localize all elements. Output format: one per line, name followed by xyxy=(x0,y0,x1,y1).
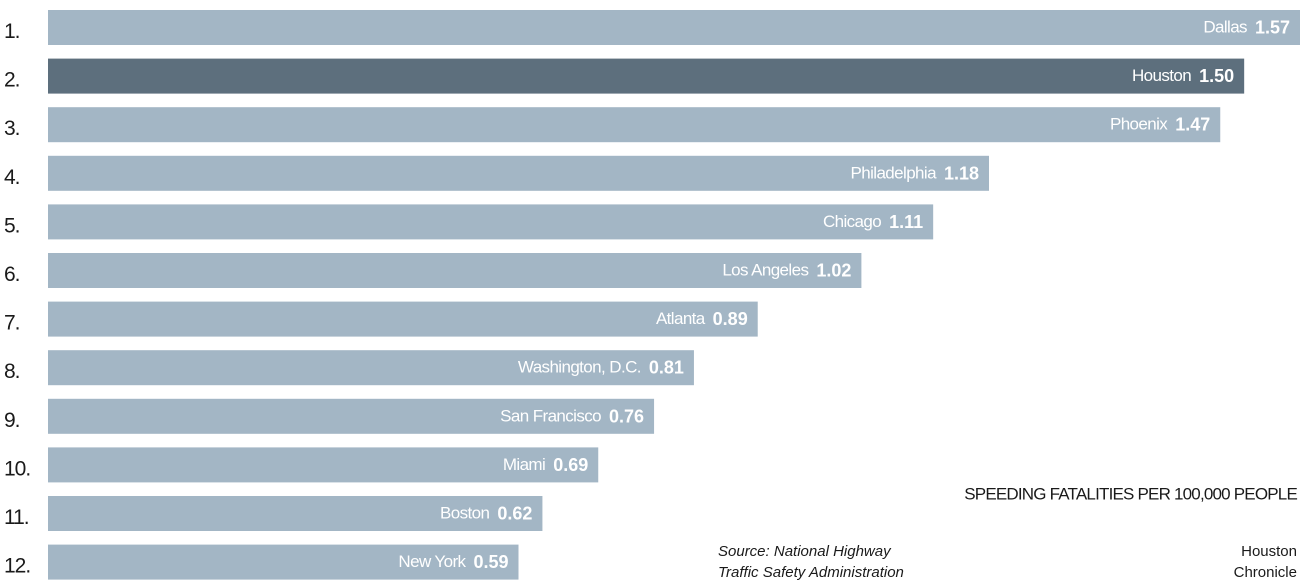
category-label: Dallas xyxy=(1203,18,1247,37)
bar xyxy=(48,58,1245,94)
rank-label: 7. xyxy=(4,312,20,335)
bar-label: Philadelphia 1.18 xyxy=(851,163,979,183)
rank-label: 6. xyxy=(4,263,20,286)
category-label: Houston xyxy=(1132,67,1191,86)
category-label: New York xyxy=(398,553,466,572)
category-label: Los Angeles xyxy=(722,261,808,280)
value-label: 0.76 xyxy=(609,406,644,426)
source-line: Traffic Safety Administration xyxy=(718,564,904,581)
value-label: 0.59 xyxy=(473,552,508,572)
category-label: San Francisco xyxy=(500,407,601,426)
category-label: Chicago xyxy=(823,212,881,231)
rank-label: 1. xyxy=(4,20,20,43)
bar xyxy=(48,155,989,191)
chart-title: SPEEDING FATALITIES PER 100,000 PEOPLE xyxy=(964,484,1297,503)
bar-label: New York 0.59 xyxy=(398,552,508,572)
bar-label: Miami 0.69 xyxy=(503,455,588,475)
rank-label: 9. xyxy=(4,409,20,432)
bar xyxy=(48,253,862,288)
category-label: Boston xyxy=(440,504,489,523)
bar-label: Los Angeles 1.02 xyxy=(722,260,851,280)
bar xyxy=(48,301,758,337)
bar-label: Boston 0.62 xyxy=(440,503,532,523)
value-label: 1.18 xyxy=(944,163,979,183)
bar xyxy=(48,10,1300,45)
bar-label: Chicago 1.11 xyxy=(823,212,923,232)
category-label: Washington, D.C. xyxy=(518,358,641,377)
category-label: Philadelphia xyxy=(851,164,938,183)
rank-label: 5. xyxy=(4,214,20,237)
category-label: Phoenix xyxy=(1110,115,1168,134)
bar xyxy=(48,398,655,434)
bar xyxy=(48,204,934,240)
value-label: 0.81 xyxy=(649,357,684,377)
bar-label: Phoenix 1.47 xyxy=(1110,114,1210,134)
value-label: 0.69 xyxy=(553,455,588,475)
bar-label: Dallas 1.57 xyxy=(1203,17,1290,37)
value-label: 1.02 xyxy=(816,260,851,280)
bar xyxy=(48,107,1221,143)
bar xyxy=(48,544,519,580)
bar-label: Washington, D.C. 0.81 xyxy=(518,357,684,377)
rank-label: 3. xyxy=(4,117,20,140)
bar-label: Houston 1.50 xyxy=(1132,66,1234,86)
value-label: 1.47 xyxy=(1175,114,1210,134)
bar xyxy=(48,447,599,483)
bar-label: Atlanta 0.89 xyxy=(656,309,748,329)
value-label: 0.62 xyxy=(497,503,532,523)
category-label: Atlanta xyxy=(656,310,706,329)
credit-line: Houston xyxy=(1241,543,1297,560)
bar xyxy=(48,496,543,531)
rank-label: 4. xyxy=(4,166,20,189)
value-label: 1.50 xyxy=(1199,66,1234,86)
rank-label: 2. xyxy=(4,69,20,92)
rank-label: 10. xyxy=(4,457,30,480)
rank-label: 11. xyxy=(4,506,29,529)
source-line: Source: National Highway xyxy=(718,543,892,560)
credit-line: Chronicle xyxy=(1234,564,1297,581)
rank-label: 12. xyxy=(4,555,30,578)
bar-label: San Francisco 0.76 xyxy=(500,406,644,426)
value-label: 1.11 xyxy=(889,212,923,232)
category-label: Miami xyxy=(503,455,545,474)
value-label: 0.89 xyxy=(713,309,748,329)
bar xyxy=(48,350,694,386)
value-label: 1.57 xyxy=(1255,17,1290,37)
rank-label: 8. xyxy=(4,360,20,383)
